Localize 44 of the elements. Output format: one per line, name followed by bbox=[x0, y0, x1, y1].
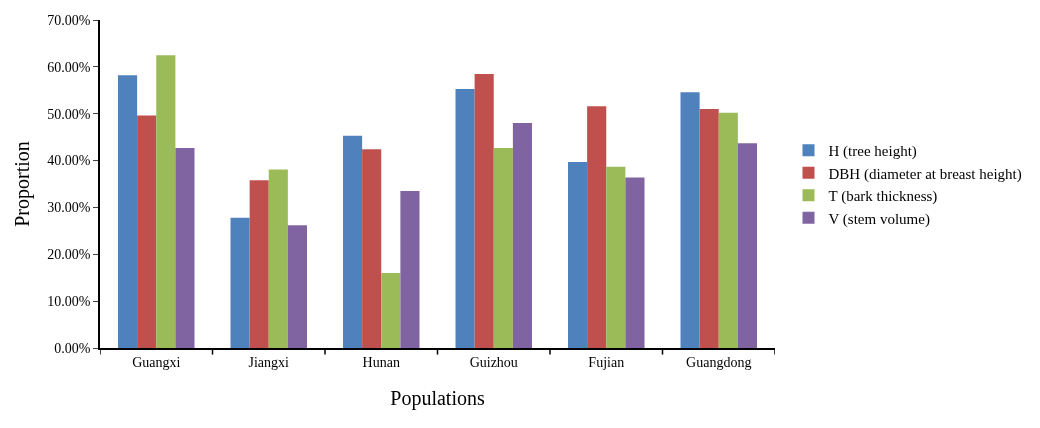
bar bbox=[568, 161, 588, 348]
y-tick-label: 20.00% bbox=[47, 247, 91, 263]
x-tick-label: Guangxi bbox=[132, 354, 181, 370]
bar bbox=[287, 225, 307, 348]
x-tick-label: Hunan bbox=[362, 354, 400, 370]
bar bbox=[493, 147, 513, 348]
legend-label: T (bark thickness) bbox=[828, 188, 938, 206]
bar bbox=[680, 92, 700, 348]
bar bbox=[230, 217, 250, 348]
x-tick-label: Jiangxi bbox=[248, 354, 290, 370]
y-axis-title: Proportion bbox=[11, 141, 35, 227]
legend-label: V (stem volume) bbox=[828, 210, 930, 228]
y-tick-label: 40.00% bbox=[47, 153, 91, 169]
bar bbox=[156, 55, 176, 348]
legend-label: H (tree height) bbox=[828, 143, 917, 161]
y-tick-label: 0.00% bbox=[54, 340, 91, 356]
y-tick-label: 30.00% bbox=[47, 200, 91, 216]
bar bbox=[512, 123, 532, 348]
legend-label: DBH (diameter at breast height) bbox=[828, 165, 1022, 183]
bar bbox=[268, 169, 288, 348]
bar bbox=[249, 180, 269, 348]
bar bbox=[362, 149, 382, 348]
x-tick-label: Guangdong bbox=[686, 354, 752, 370]
bar bbox=[455, 88, 475, 348]
x-axis-title: Populations bbox=[390, 386, 485, 410]
bar bbox=[400, 191, 420, 348]
y-tick-label: 10.00% bbox=[47, 294, 91, 310]
y-tick-label: 60.00% bbox=[47, 59, 91, 75]
bar bbox=[587, 106, 607, 348]
bar bbox=[718, 112, 738, 348]
x-tick-label: Guizhou bbox=[469, 354, 518, 370]
y-tick-label: 70.00% bbox=[47, 12, 91, 28]
bar bbox=[175, 147, 195, 348]
bar bbox=[381, 273, 401, 348]
bar bbox=[699, 109, 719, 348]
bar bbox=[737, 143, 757, 348]
bar bbox=[474, 73, 494, 348]
x-tick-label: Fujian bbox=[588, 354, 625, 370]
bar bbox=[606, 166, 626, 348]
bar bbox=[625, 177, 645, 348]
bar bbox=[343, 135, 363, 348]
bar bbox=[118, 75, 138, 348]
bar bbox=[137, 115, 157, 348]
y-tick-label: 50.00% bbox=[47, 106, 91, 122]
